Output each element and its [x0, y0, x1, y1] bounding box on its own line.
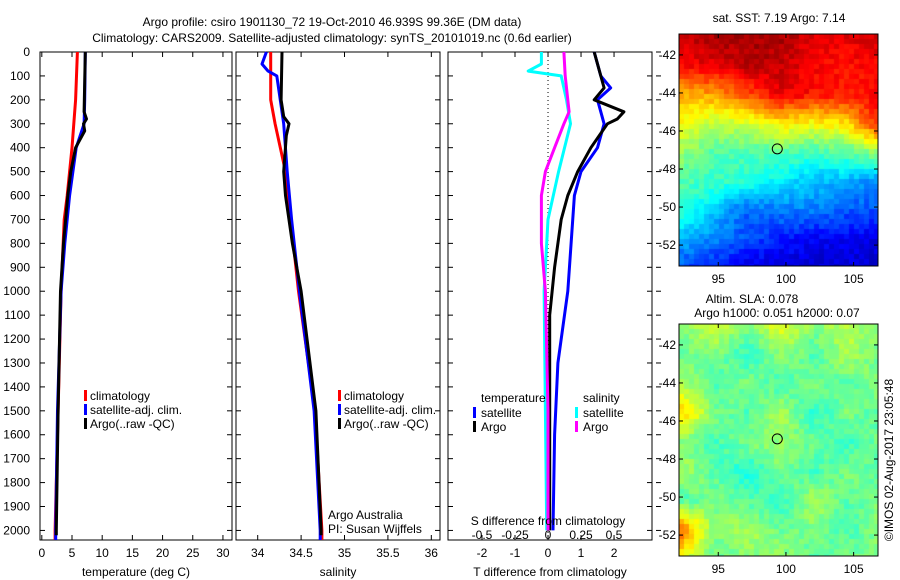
temperature-profile-frame	[39, 51, 233, 541]
x-axis-label: salinity	[320, 565, 357, 579]
y-tick-label: 1200	[3, 332, 30, 346]
x2-tick-label: 0	[545, 528, 552, 542]
legend-label: satellite-adj. clim.	[90, 403, 182, 417]
y-tick-label: 600	[10, 189, 30, 203]
legend-label: satellite-adj. clim.	[344, 403, 436, 417]
x-tick-label: 35.5	[376, 546, 400, 560]
legend-swatch	[338, 390, 341, 401]
x-tick-label: -1	[510, 546, 521, 560]
annotation: Argo Australia	[328, 508, 403, 522]
x-tick-label: 10	[96, 546, 110, 560]
y-tick-label: 0	[23, 45, 30, 59]
x-tick-label: 20	[156, 546, 170, 560]
series-line-t-argo	[548, 51, 626, 531]
y-tick-label: 700	[10, 212, 30, 226]
figure-title-line2: Climatology: CARS2009. Satellite-adjuste…	[92, 31, 572, 45]
annotation: PI: Susan Wijffels	[328, 522, 422, 536]
y-tick-label: 1600	[3, 428, 30, 442]
y-tick-label: 1300	[3, 356, 30, 370]
series-line-t-satellite	[551, 51, 613, 531]
x2-tick-label: -0.5	[472, 528, 493, 542]
salinity-profile-frame	[235, 51, 441, 541]
y-tick-label: 500	[10, 165, 30, 179]
legend-swatch	[473, 407, 476, 418]
y-tick-label: 1400	[3, 380, 30, 394]
sla-map-image	[679, 324, 878, 556]
x-tick-label: -2	[477, 546, 488, 560]
difference-profile-frame	[447, 51, 653, 541]
legend-swatch	[473, 421, 476, 432]
x2-axis-label: S difference from climatology	[471, 514, 626, 528]
x-tick-label: 30	[216, 546, 230, 560]
x-tick-label: 34	[251, 546, 265, 560]
legend-swatch	[84, 390, 87, 401]
legend-label: satellite	[583, 406, 624, 420]
series-line-argo-raw-qc-	[279, 51, 323, 536]
x2-tick-label: 0.5	[606, 528, 623, 542]
legend-swatch	[338, 418, 341, 429]
y-tick-label: 1000	[3, 284, 30, 298]
legend-label: climatology	[344, 389, 404, 403]
legend-label: Argo	[583, 420, 609, 434]
y-tick-label: 800	[10, 236, 30, 250]
x2-tick-label: -0.25	[501, 528, 529, 542]
legend-swatch	[575, 421, 578, 432]
x-tick-label: 5	[69, 546, 76, 560]
credit-text: ©IMOS 02-Aug-2017 23:05:48	[882, 379, 896, 542]
x-tick-label: 15	[126, 546, 140, 560]
y-tick-label: 1700	[3, 452, 30, 466]
legend-heading-salinity: salinity	[583, 391, 620, 405]
legend-swatch	[84, 418, 87, 429]
y-tick-label: 1800	[3, 476, 30, 490]
y-tick-label: 400	[10, 141, 30, 155]
series-line-satellite-adj-clim-	[260, 51, 322, 540]
y-tick-label: 200	[10, 93, 30, 107]
y-tick-label: 100	[10, 69, 30, 83]
y-tick-label: 2000	[3, 523, 30, 537]
series-line-s-argo	[539, 51, 571, 531]
legend-swatch	[84, 404, 87, 415]
legend-swatch	[575, 407, 578, 418]
x-tick-label: 2	[611, 546, 618, 560]
series-line-s-satellite	[526, 52, 572, 531]
y-tick-label: 900	[10, 260, 30, 274]
x-tick-label: 0	[38, 546, 45, 560]
x-tick-label: 36	[425, 546, 439, 560]
sst-map-image	[679, 34, 878, 266]
x-tick-label: 35	[338, 546, 352, 560]
figure-title-line1: Argo profile: csiro 1901130_72 19-Oct-20…	[143, 15, 522, 29]
x-axis-label: T difference from climatology	[473, 565, 627, 579]
legend-label: Argo	[481, 420, 507, 434]
y-tick-label: 300	[10, 117, 30, 131]
legend-label: climatology	[90, 389, 150, 403]
x-axis-label: temperature (deg C)	[82, 565, 190, 579]
series-line-climatology	[269, 52, 324, 540]
series-line-argo-raw-qc-	[54, 51, 88, 536]
legend-swatch	[338, 404, 341, 415]
y-tick-label: 1100	[4, 308, 30, 322]
y-tick-label: 1500	[3, 404, 30, 418]
x-tick-label: 34.5	[289, 546, 313, 560]
legend-heading-temperature: temperature	[481, 391, 546, 405]
x2-tick-label: 0.25	[569, 528, 593, 542]
x-tick-label: 0	[545, 546, 552, 560]
legend-label: Argo(..raw -QC)	[344, 417, 429, 431]
y-tick-label: 1900	[3, 500, 30, 514]
x-tick-label: 1	[578, 546, 585, 560]
x-tick-label: 25	[186, 546, 200, 560]
legend-label: satellite	[481, 406, 522, 420]
legend-label: Argo(..raw -QC)	[90, 417, 175, 431]
